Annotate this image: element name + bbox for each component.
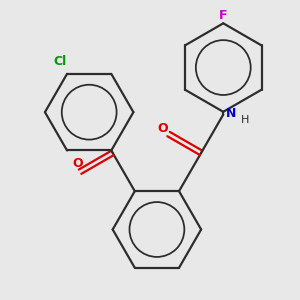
Text: F: F <box>219 8 227 22</box>
Text: H: H <box>241 115 250 125</box>
Text: O: O <box>158 122 168 135</box>
Text: N: N <box>226 107 236 120</box>
Text: O: O <box>72 157 83 170</box>
Text: Cl: Cl <box>53 56 67 68</box>
